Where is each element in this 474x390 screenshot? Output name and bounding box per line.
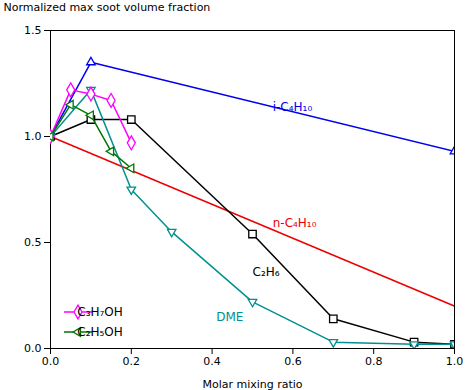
svg-text:i-C₄H₁₀: i-C₄H₁₀: [273, 100, 313, 114]
svg-text:0.6: 0.6: [284, 355, 302, 368]
svg-text:n-C₄H₁₀: n-C₄H₁₀: [273, 216, 317, 230]
svg-text:1.0: 1.0: [446, 355, 464, 368]
svg-text:0.8: 0.8: [365, 355, 383, 368]
svg-text:0.2: 0.2: [123, 355, 141, 368]
svg-text:C₂H₅OH: C₂H₅OH: [77, 325, 123, 339]
svg-text:0.0: 0.0: [24, 342, 42, 355]
svg-text:C₃H₇OH: C₃H₇OH: [77, 305, 123, 319]
svg-text:Normalized max soot volume fra: Normalized max soot volume fraction: [4, 1, 211, 14]
svg-text:0.5: 0.5: [24, 236, 42, 249]
svg-text:0.0: 0.0: [42, 355, 60, 368]
svg-text:1.5: 1.5: [24, 24, 42, 37]
svg-text:DME: DME: [216, 310, 243, 324]
svg-text:C₂H₆: C₂H₆: [253, 265, 280, 279]
svg-text:0.4: 0.4: [203, 355, 221, 368]
svg-text:1.0: 1.0: [24, 130, 42, 143]
svg-text:Molar mixing ratio: Molar mixing ratio: [202, 378, 302, 390]
